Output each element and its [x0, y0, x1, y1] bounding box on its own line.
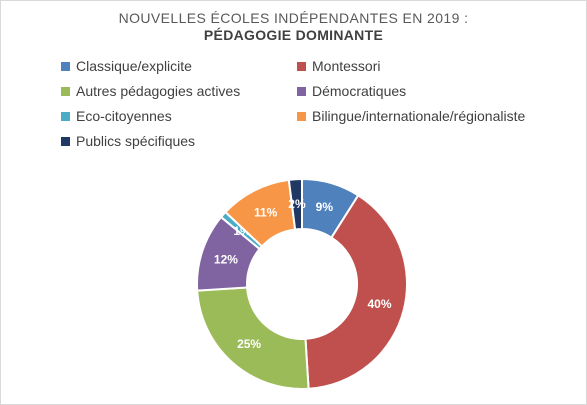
legend-swatch: [61, 61, 70, 71]
legend-label: Démocratiques: [312, 83, 407, 99]
legend-label: Eco-citoyennes: [76, 108, 172, 124]
legend-item-montessori: Montessori: [297, 57, 380, 75]
legend-item-publics: Publics spécifiques: [61, 132, 195, 150]
donut-slice: [287, 177, 303, 231]
slice-label: 12%: [214, 252, 238, 266]
legend-label: Autres pédagogies actives: [76, 83, 241, 99]
slice-label: 40%: [367, 297, 391, 311]
legend-label: Bilingue/internationale/régionaliste: [312, 108, 526, 124]
chart-subtitle: PÉDAGOGIE DOMINANTE: [203, 27, 384, 43]
donut-slice: [196, 286, 310, 390]
legend-swatch: [297, 86, 306, 96]
legend-item-eco: Eco-citoyennes: [61, 107, 172, 125]
legend-label: Montessori: [312, 58, 381, 74]
slice-label: 25%: [237, 337, 261, 351]
chart-title-line: NOUVELLES ÉCOLES INDÉPENDANTES EN 2019 :: [118, 10, 469, 26]
legend-swatch: [297, 61, 306, 71]
legend-swatch: [61, 111, 70, 121]
slice-label: 11%: [254, 206, 278, 220]
legend-label: Publics spécifiques: [76, 133, 196, 149]
legend-label: Classique/explicite: [76, 58, 192, 74]
legend-swatch: [297, 111, 306, 121]
legend-item-bilingue: Bilingue/internationale/régionaliste: [297, 107, 525, 125]
legend-swatch: [61, 86, 70, 96]
legend-swatch: [61, 136, 70, 146]
slice-label: 2%: [288, 197, 306, 211]
legend-item-classique: Classique/explicite: [61, 57, 192, 75]
slice-label: 9%: [316, 200, 334, 214]
chart-title: NOUVELLES ÉCOLES INDÉPENDANTES EN 2019 :…: [1, 10, 586, 44]
legend-item-autres: Autres pédagogies actives: [61, 82, 240, 100]
legend-item-democratiques: Démocratiques: [297, 82, 406, 100]
donut-slice: [304, 193, 408, 390]
